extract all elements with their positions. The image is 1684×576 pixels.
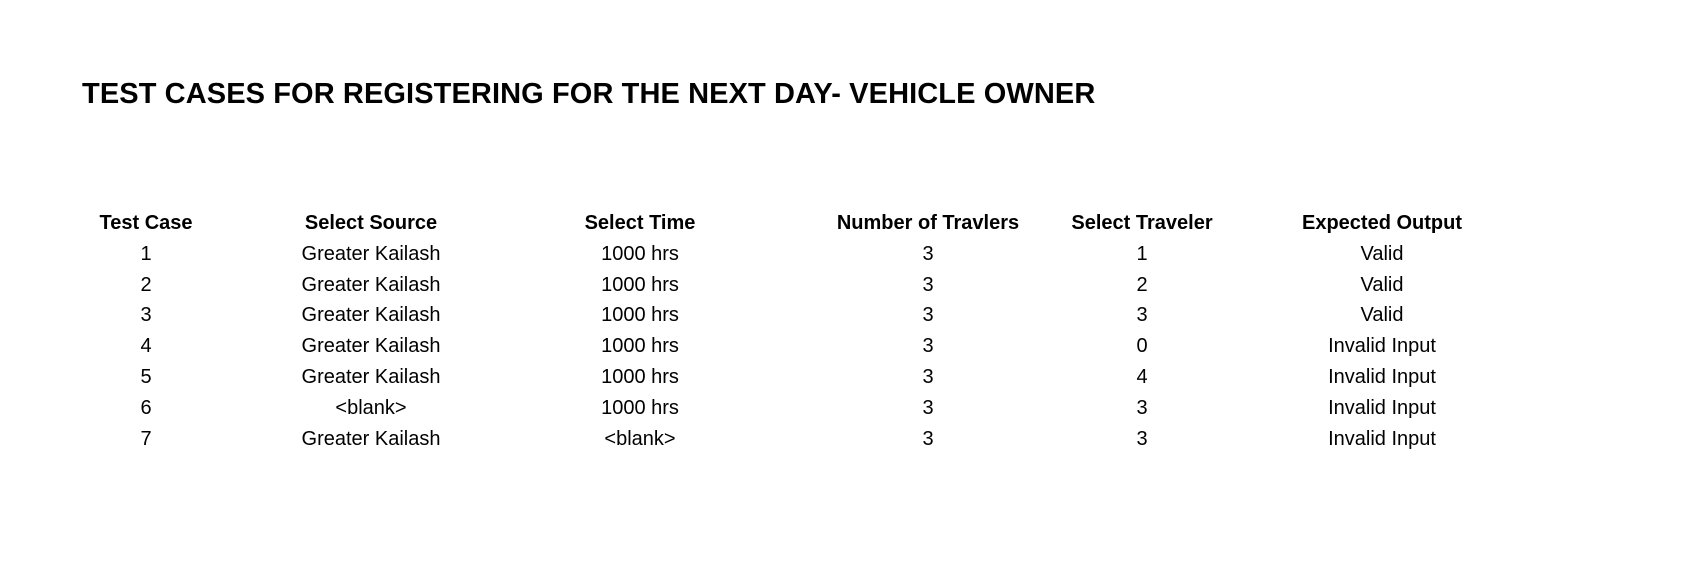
table-cell: Valid bbox=[1360, 304, 1404, 326]
table-cell: Greater Kailash bbox=[301, 428, 441, 450]
table-cell: 3 bbox=[1136, 428, 1148, 450]
table-cell: 1000 hrs bbox=[601, 304, 679, 326]
table-cell: 1000 hrs bbox=[601, 274, 679, 296]
table-cell: Greater Kailash bbox=[301, 366, 441, 388]
column-header-test-case: Test Case bbox=[99, 212, 193, 234]
table-cell: 3 bbox=[922, 366, 934, 388]
table-cell: Valid bbox=[1360, 243, 1404, 265]
column-header-number-of-travelers: Number of Travlers bbox=[836, 212, 1020, 234]
table-cell: Greater Kailash bbox=[301, 243, 441, 265]
table-cell: 3 bbox=[922, 304, 934, 326]
table-cell: 1 bbox=[140, 243, 152, 265]
table-cell: Valid bbox=[1360, 274, 1404, 296]
table-cell: 4 bbox=[1136, 366, 1148, 388]
table-cell: 6 bbox=[140, 397, 152, 419]
table-cell: 1000 hrs bbox=[601, 243, 679, 265]
table-cell: Greater Kailash bbox=[301, 304, 441, 326]
table-cell: <blank> bbox=[604, 428, 676, 450]
table-cell: 7 bbox=[140, 428, 152, 450]
table-cell: 1000 hrs bbox=[601, 397, 679, 419]
table-cell: 1 bbox=[1136, 243, 1148, 265]
table-cell: 3 bbox=[1136, 397, 1148, 419]
table-cell: <blank> bbox=[335, 397, 407, 419]
table-cell: Greater Kailash bbox=[301, 335, 441, 357]
column-header-expected-output: Expected Output bbox=[1301, 212, 1463, 234]
table-cell: 1000 hrs bbox=[601, 366, 679, 388]
table-cell: 4 bbox=[140, 335, 152, 357]
table-cell: 3 bbox=[922, 428, 934, 450]
table-cell: 0 bbox=[1136, 335, 1148, 357]
column-header-select-source: Select Source bbox=[304, 212, 438, 234]
table-cell: 3 bbox=[922, 335, 934, 357]
table-cell: Invalid Input bbox=[1328, 397, 1436, 419]
table-cell: Invalid Input bbox=[1328, 366, 1436, 388]
table-cell: 5 bbox=[140, 366, 152, 388]
table-cell: Invalid Input bbox=[1328, 428, 1436, 450]
column-header-select-time: Select Time bbox=[584, 212, 696, 234]
table-cell: Greater Kailash bbox=[301, 274, 441, 296]
table-cell: 2 bbox=[1136, 274, 1148, 296]
column-header-select-traveler: Select Traveler bbox=[1071, 212, 1213, 234]
table-cell: 3 bbox=[922, 243, 934, 265]
table-cell: 2 bbox=[140, 274, 152, 296]
page-title: TEST CASES FOR REGISTERING FOR THE NEXT … bbox=[82, 78, 1096, 110]
table-cell: 1000 hrs bbox=[601, 335, 679, 357]
table-cell: Invalid Input bbox=[1328, 335, 1436, 357]
table-cell: 3 bbox=[922, 397, 934, 419]
table-cell: 3 bbox=[1136, 304, 1148, 326]
table-cell: 3 bbox=[140, 304, 152, 326]
table-cell: 3 bbox=[922, 274, 934, 296]
